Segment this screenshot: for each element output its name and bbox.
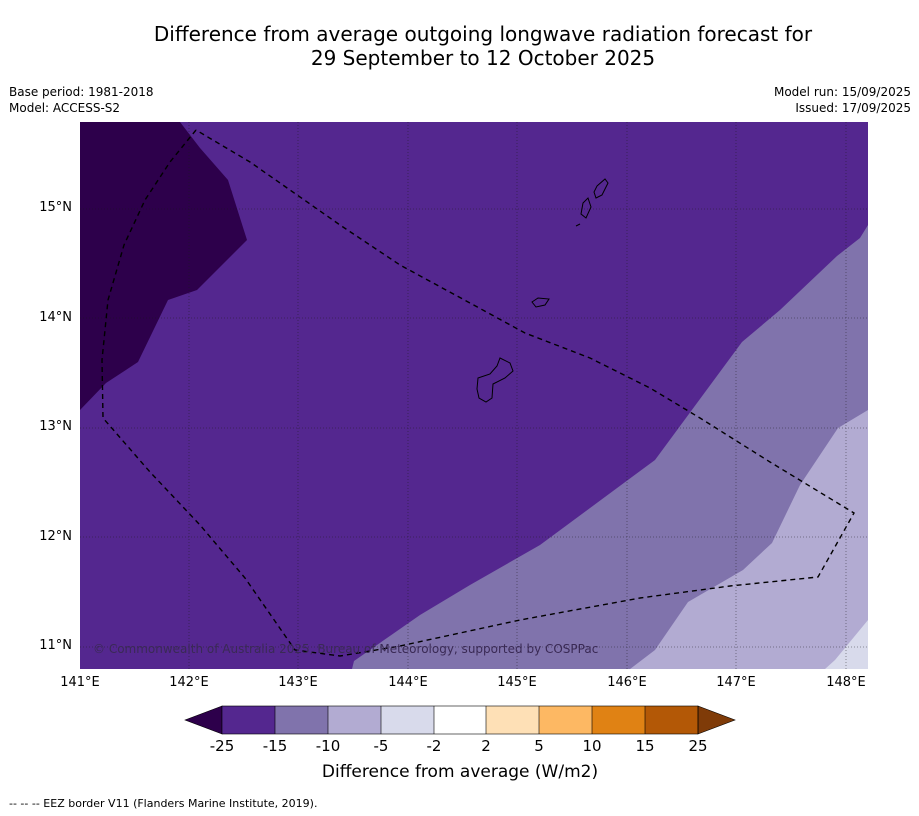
colorbar-tick-label: -5 (373, 737, 389, 755)
lon-label-148e: 148°E (826, 675, 866, 690)
guam-island (476, 357, 514, 403)
lon-label-143e: 143°E (278, 675, 318, 690)
colorbar-tick-label: 25 (688, 737, 708, 755)
lon-label-141e: 141°E (60, 675, 100, 690)
model-run-text: Model run: 15/09/2025 (773, 85, 911, 99)
title-line-1: Difference from average outgoing longwav… (153, 22, 813, 46)
meta-right: Model run: 15/09/2025 Issued: 17/09/2025 (774, 84, 911, 116)
lat-label-14n: 14°N (39, 310, 72, 325)
lon-label-144e: 144°E (388, 675, 428, 690)
title-line-2: 29 September to 12 October 2025 (310, 46, 656, 70)
colorbar-tick-label: 5 (534, 737, 544, 755)
islands (476, 178, 609, 403)
lon-label-142e: 142°E (169, 675, 209, 690)
colorbar-title: Difference from average (W/m2) (321, 762, 599, 782)
eez-footnote: -- -- -- EEZ border V11 (Flanders Marine… (9, 797, 318, 810)
colorbar (184, 705, 736, 735)
colorbar-under-arrow (184, 705, 223, 735)
aguijan-island (575, 223, 581, 227)
lat-label-12n: 12°N (39, 529, 72, 544)
colorbar-bin-6 (486, 706, 539, 734)
lon-label-145e: 145°E (497, 675, 537, 690)
anomaly-region-band3 (630, 410, 868, 669)
meta-left: Base period: 1981-2018 Model: ACCESS-S2 (9, 84, 154, 116)
issued-text: Issued: 17/09/2025 (795, 101, 911, 115)
colorbar-bin-7 (539, 706, 592, 734)
lat-label-11n: 11°N (39, 638, 72, 653)
colorbar-tick-label: -15 (262, 737, 288, 755)
rota-island (531, 297, 550, 308)
colorbar-tick-label: -2 (426, 737, 442, 755)
model-text: Model: ACCESS-S2 (9, 101, 121, 115)
colorbar-bin-4 (381, 706, 434, 734)
colorbar-bin-9 (645, 706, 698, 734)
lat-label-15n: 15°N (39, 200, 72, 215)
copyright-text: © Commonwealth of Australia 2025, Bureau… (93, 642, 599, 656)
gridlines (80, 122, 868, 669)
map-area[interactable] (80, 122, 868, 669)
tinian-island (580, 197, 592, 219)
anomaly-region-band2 (352, 225, 868, 669)
colorbar-bin-1 (222, 706, 275, 734)
colorbar-bin-3 (328, 706, 381, 734)
colorbar-tick-label: 15 (635, 737, 655, 755)
chart-title: Difference from average outgoing longwav… (0, 22, 919, 70)
colorbar-bin-8 (592, 706, 645, 734)
anomaly-region-band4 (825, 620, 868, 669)
lon-label-146e: 146°E (607, 675, 647, 690)
colorbar-bin-5 (434, 706, 486, 734)
anomaly-region-deep (80, 122, 247, 410)
colorbar-tick-label: -25 (209, 737, 235, 755)
colorbar-bin-2 (275, 706, 328, 734)
colorbar-over-arrow (697, 705, 736, 735)
colorbar-tick-label: 10 (582, 737, 602, 755)
colorbar-frame (221, 705, 699, 735)
lon-label-147e: 147°E (716, 675, 756, 690)
colorbar-tick-label: -10 (315, 737, 341, 755)
colorbar-tick-label: 2 (481, 737, 491, 755)
base-period-text: Base period: 1981-2018 (9, 85, 154, 99)
eez-border (101, 129, 855, 657)
saipan-island (593, 178, 609, 199)
lat-label-13n: 13°N (39, 419, 72, 434)
